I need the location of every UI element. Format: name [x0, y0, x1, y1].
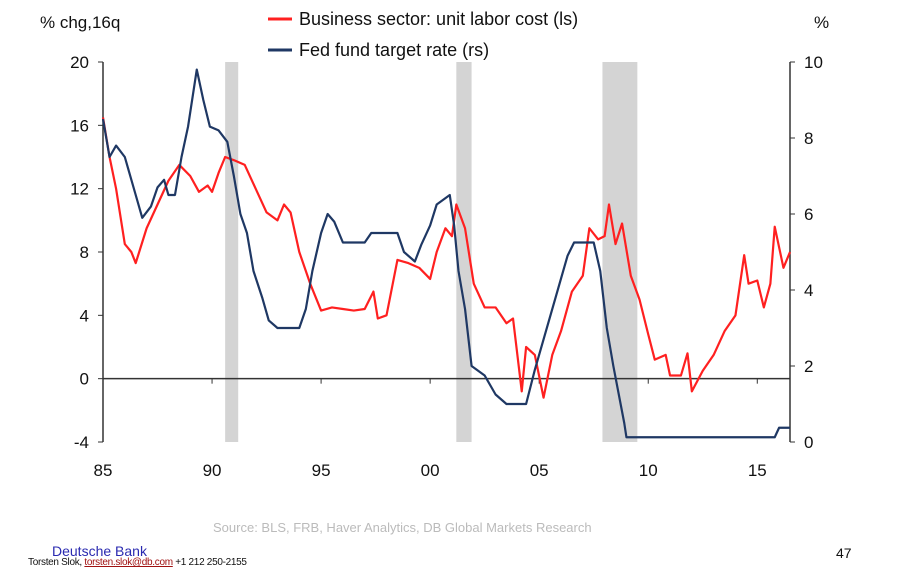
author-email-link[interactable]: torsten.slok@db.com [84, 557, 173, 568]
series-line-fed-funds-rate [101, 68, 790, 439]
page-number: 47 [836, 545, 852, 561]
legend-label: Fed fund target rate (rs) [299, 40, 489, 60]
left-tick-label: 12 [70, 180, 89, 199]
right-tick-label: 0 [804, 433, 813, 452]
x-tick-label: 85 [94, 461, 113, 480]
x-tick-label: 05 [530, 461, 549, 480]
recession-band [602, 62, 638, 442]
source-note: Source: BLS, FRB, Haver Analytics, DB Gl… [213, 520, 592, 535]
left-axis-title: % chg,16q [40, 13, 120, 32]
left-tick-label: 0 [80, 370, 89, 389]
x-tick-label: 15 [748, 461, 767, 480]
left-tick-label: 20 [70, 53, 89, 72]
legend-label: Business sector: unit labor cost (ls) [299, 9, 578, 29]
author-phone: +1 212 250-2155 [175, 557, 247, 568]
left-tick-label: 16 [70, 116, 89, 135]
author-name: Torsten Slok, [28, 557, 82, 568]
author-line: Torsten Slok, torsten.slok@db.com +1 212… [28, 557, 247, 568]
recession-band [225, 62, 239, 442]
left-tick-label: -4 [74, 433, 89, 452]
right-axis-title: % [814, 13, 829, 32]
left-tick-label: 4 [80, 306, 89, 325]
right-tick-label: 4 [804, 281, 813, 300]
x-tick-label: 00 [421, 461, 440, 480]
right-tick-label: 10 [804, 53, 823, 72]
x-tick-label: 95 [312, 461, 331, 480]
right-tick-label: 2 [804, 357, 813, 376]
x-tick-label: 10 [639, 461, 658, 480]
brand-logo-text: Deutsche Bank [52, 543, 147, 559]
right-tick-label: 6 [804, 205, 813, 224]
right-tick-label: 8 [804, 129, 813, 148]
left-tick-label: 8 [80, 243, 89, 262]
x-tick-label: 90 [203, 461, 222, 480]
recession-band [456, 62, 472, 442]
series-line-unit-labor-cost [101, 117, 792, 399]
